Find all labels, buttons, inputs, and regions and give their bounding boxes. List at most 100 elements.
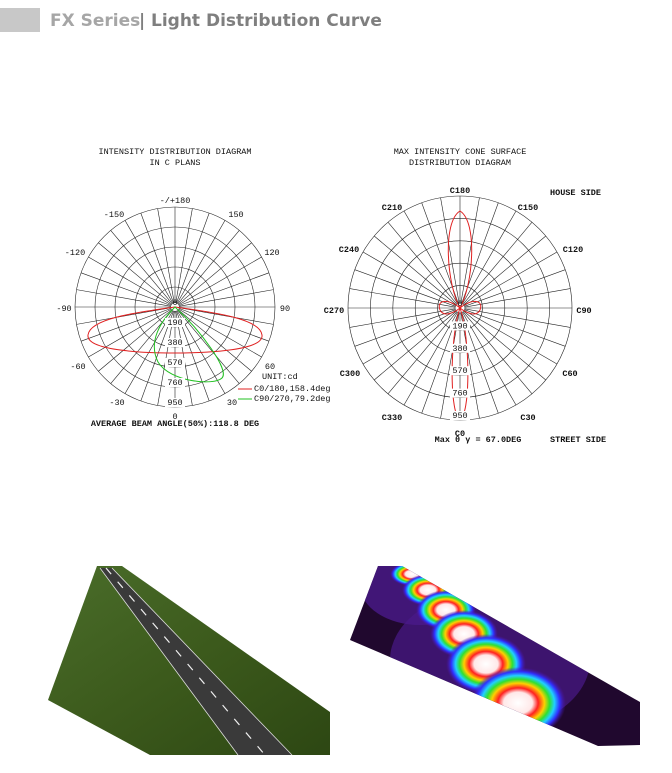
angle-label: 60 [265,362,275,372]
spoke [176,220,226,304]
spoke [76,307,172,325]
spoke [387,311,458,394]
spoke [362,309,457,365]
angle-label: C270 [324,306,344,316]
label-bg [165,398,185,407]
spoke [462,222,533,305]
angle-label: C30 [520,413,535,423]
center-label: 0 [172,298,177,308]
series: FX Series [50,11,140,31]
spoke [463,235,546,306]
spoke [374,310,457,381]
angle-label: 30 [227,398,237,408]
angle-label: -/+180 [160,196,191,206]
ring-label: 570 [452,366,467,376]
spoke [463,310,546,381]
intensity-diagram: INTENSITY DISTRIBUTION DIAGRAM IN C PLAN… [56,147,330,429]
spoke [403,311,459,406]
spoke [178,308,262,358]
diagram-title: INTENSITY DISTRIBUTION DIAGRAM [98,147,251,157]
road-render [48,566,330,756]
spoke [177,242,252,305]
ring-label: 190 [167,318,182,328]
spoke [157,208,175,304]
house-side: HOUSE SIDE [550,188,601,198]
spoke [464,309,566,347]
angle-label: -90 [56,304,71,314]
legend-label: C90/270,79.2deg [254,394,331,404]
spoke [124,220,174,304]
angle-label: C0 [455,429,465,439]
unit: UNIT:cd [262,372,298,382]
angle-label: C60 [562,369,577,379]
angle-label: C210 [382,203,402,213]
label-bg [450,411,470,420]
diagram-footer: Max θ γ = 67.0DEG [435,435,522,445]
label-bg [450,343,470,353]
spoke [374,235,457,306]
spoke [110,230,173,305]
spoke [98,309,173,372]
spoke [464,269,566,307]
spoke [177,230,240,305]
spoke [461,210,517,305]
spoke [464,288,571,308]
spoke [177,309,240,384]
diagram-title: IN C PLANS [149,158,200,168]
label-bg [165,358,185,367]
ring-label: 380 [167,338,182,348]
cone-diagram: MAX INTENSITY CONE SURFACE DISTRIBUTION … [324,147,606,445]
spoke [178,307,274,325]
label-bg [450,321,470,331]
spoke [80,272,172,306]
angle-label: C180 [450,186,470,196]
spoke [460,197,480,304]
spoke [354,269,456,307]
spoke [88,256,172,306]
label-bg [450,366,470,376]
ring-label: 760 [167,378,182,388]
spoke [354,309,456,347]
angle-label: -60 [70,362,85,372]
spoke [463,309,558,365]
header-block [0,8,40,32]
label-bg [165,338,185,347]
spoke [349,288,456,308]
cone-curve [438,210,482,419]
center-label: 0 [457,299,462,309]
ring-label: 950 [452,411,467,421]
angle-label: 150 [228,210,243,220]
spoke [387,222,458,305]
spoke [178,289,274,307]
spoke [177,309,252,372]
spoke [98,242,173,305]
spoke [80,308,172,342]
separator: | [139,11,145,31]
label-bg [165,318,185,327]
curve-c90 [153,306,224,383]
spoke [178,308,270,342]
legend-label: C0/180,158.4deg [254,384,331,394]
spoke [349,308,456,328]
angle-label: C240 [339,245,359,255]
spoke [463,251,558,307]
ring-label: 760 [452,389,467,399]
angle-label: C150 [518,203,538,213]
spoke [140,212,174,304]
page-title: Light Distribution Curve [151,11,382,31]
angle-label: -120 [65,248,85,258]
label-bg [450,388,470,398]
ring-label: 570 [167,358,182,368]
angle-label: C90 [576,306,591,316]
diagram-title: MAX INTENSITY CONE SURFACE [394,147,527,157]
curve-c0 [87,306,263,354]
spoke [440,197,460,304]
ring-label: 950 [167,398,182,408]
angle-label: 0 [172,412,177,422]
street-side: STREET SIDE [550,435,606,445]
spoke [464,308,571,328]
spoke [362,251,457,307]
angle-label: C300 [340,369,360,379]
ring-label: 380 [452,344,467,354]
